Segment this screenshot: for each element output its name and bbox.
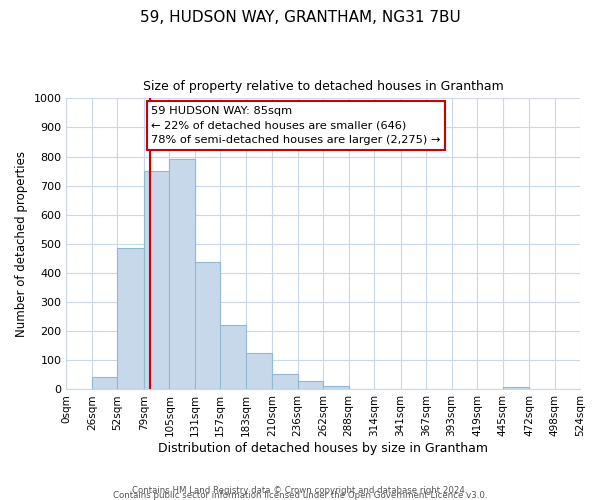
Text: Contains HM Land Registry data © Crown copyright and database right 2024.: Contains HM Land Registry data © Crown c…	[132, 486, 468, 495]
Bar	[503, 387, 529, 390]
Bar	[169, 158, 195, 390]
Bar	[195, 262, 220, 390]
Bar	[323, 386, 349, 390]
Bar	[272, 374, 298, 390]
X-axis label: Distribution of detached houses by size in Grantham: Distribution of detached houses by size …	[158, 442, 488, 455]
Text: 59, HUDSON WAY, GRANTHAM, NG31 7BU: 59, HUDSON WAY, GRANTHAM, NG31 7BU	[140, 10, 460, 25]
Title: Size of property relative to detached houses in Grantham: Size of property relative to detached ho…	[143, 80, 503, 93]
Bar	[298, 382, 323, 390]
Bar	[220, 326, 246, 390]
Bar	[92, 377, 118, 390]
Text: Contains public sector information licensed under the Open Government Licence v3: Contains public sector information licen…	[113, 491, 487, 500]
Bar	[144, 171, 169, 390]
Bar	[118, 248, 144, 390]
Bar	[246, 353, 272, 390]
Y-axis label: Number of detached properties: Number of detached properties	[15, 151, 28, 337]
Text: 59 HUDSON WAY: 85sqm
← 22% of detached houses are smaller (646)
78% of semi-deta: 59 HUDSON WAY: 85sqm ← 22% of detached h…	[151, 106, 440, 145]
